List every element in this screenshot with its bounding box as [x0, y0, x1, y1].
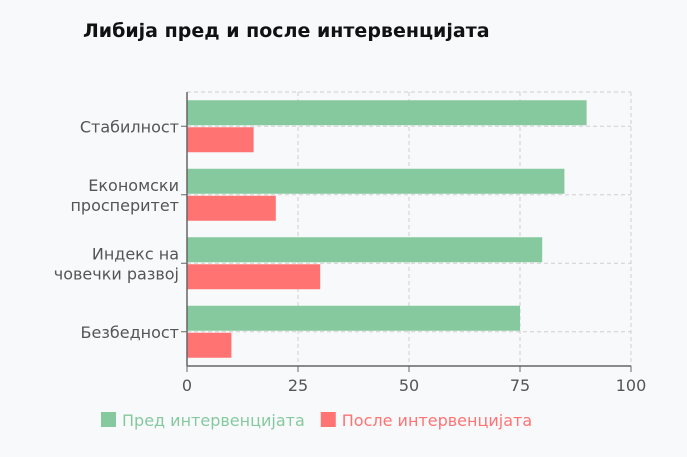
x-tick-label: 25 — [288, 376, 308, 395]
legend-label-0[interactable]: Пред интервенцијата — [122, 411, 305, 430]
bar-before-3[interactable] — [187, 305, 520, 331]
legend-swatch-0[interactable] — [101, 412, 116, 427]
y-tick-label: човечки развој — [54, 264, 179, 283]
x-tick-label: 100 — [616, 376, 647, 395]
bar-after-3[interactable] — [187, 332, 232, 358]
y-tick-label: Безбедност — [81, 323, 179, 342]
grid — [187, 91, 632, 366]
bar-before-0[interactable] — [187, 100, 587, 126]
y-tick-label: просперитет — [70, 196, 179, 215]
y-tick-label: Стабилност — [80, 117, 179, 136]
bar-after-2[interactable] — [187, 264, 321, 290]
axes — [181, 92, 632, 372]
y-tick-label: Индекс на — [92, 244, 179, 263]
bar-before-1[interactable] — [187, 168, 565, 194]
y-tick-label: Економски — [88, 176, 179, 195]
x-tick-labels: 0 25 50 75 100 — [182, 376, 646, 395]
legend[interactable]: Пред интервенцијата После интервенцијата — [101, 411, 532, 430]
chart-title: Либија пред и после интервенцијата — [83, 20, 490, 42]
bar-after-1[interactable] — [187, 195, 276, 221]
bar-after-0[interactable] — [187, 127, 254, 153]
bar-before-2[interactable] — [187, 237, 543, 263]
legend-label-1[interactable]: После интервенцијата — [342, 411, 532, 430]
legend-swatch-1[interactable] — [320, 412, 336, 427]
x-tick-label: 50 — [399, 376, 419, 395]
x-tick-label: 0 — [182, 376, 192, 395]
x-tick-label: 75 — [510, 376, 530, 395]
bars — [187, 100, 587, 358]
